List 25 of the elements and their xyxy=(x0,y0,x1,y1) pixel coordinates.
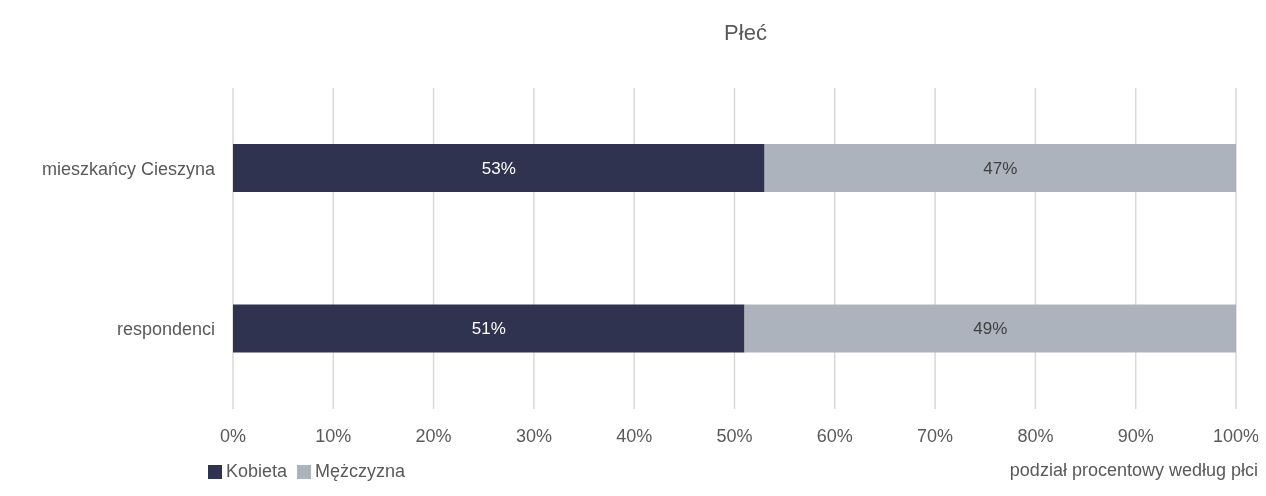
data-label: 53% xyxy=(481,158,516,178)
x-tick-label: 70% xyxy=(917,425,954,446)
x-tick-label: 40% xyxy=(616,425,653,446)
x-tick-label: 60% xyxy=(816,425,853,446)
x-tick-label: 50% xyxy=(716,425,753,446)
x-tick-label: 100% xyxy=(1212,425,1260,446)
bar xyxy=(233,304,745,353)
bar xyxy=(744,304,1236,353)
legend-label: Kobieta xyxy=(226,461,288,481)
y-tick-label: mieszkańcy Cieszyna xyxy=(41,158,216,179)
bar xyxy=(764,144,1236,192)
y-tick-label: respondenci xyxy=(116,319,215,340)
legend-label: Mężczyzna xyxy=(315,461,406,481)
bar xyxy=(233,144,765,192)
x-tick-label: 10% xyxy=(315,425,352,446)
text: podział procentowy według płci xyxy=(1009,460,1258,481)
x-tick-label: 30% xyxy=(515,425,552,446)
data-label: 49% xyxy=(973,319,1008,338)
x-tick-label: 20% xyxy=(415,425,452,446)
x-tick-label: 90% xyxy=(1117,425,1154,446)
data-label: 51% xyxy=(471,319,506,338)
x-tick-label: 80% xyxy=(1017,425,1054,446)
x-tick-label: 0% xyxy=(219,425,247,446)
data-label: 47% xyxy=(983,158,1018,178)
chart-title: Płeć xyxy=(723,20,768,46)
